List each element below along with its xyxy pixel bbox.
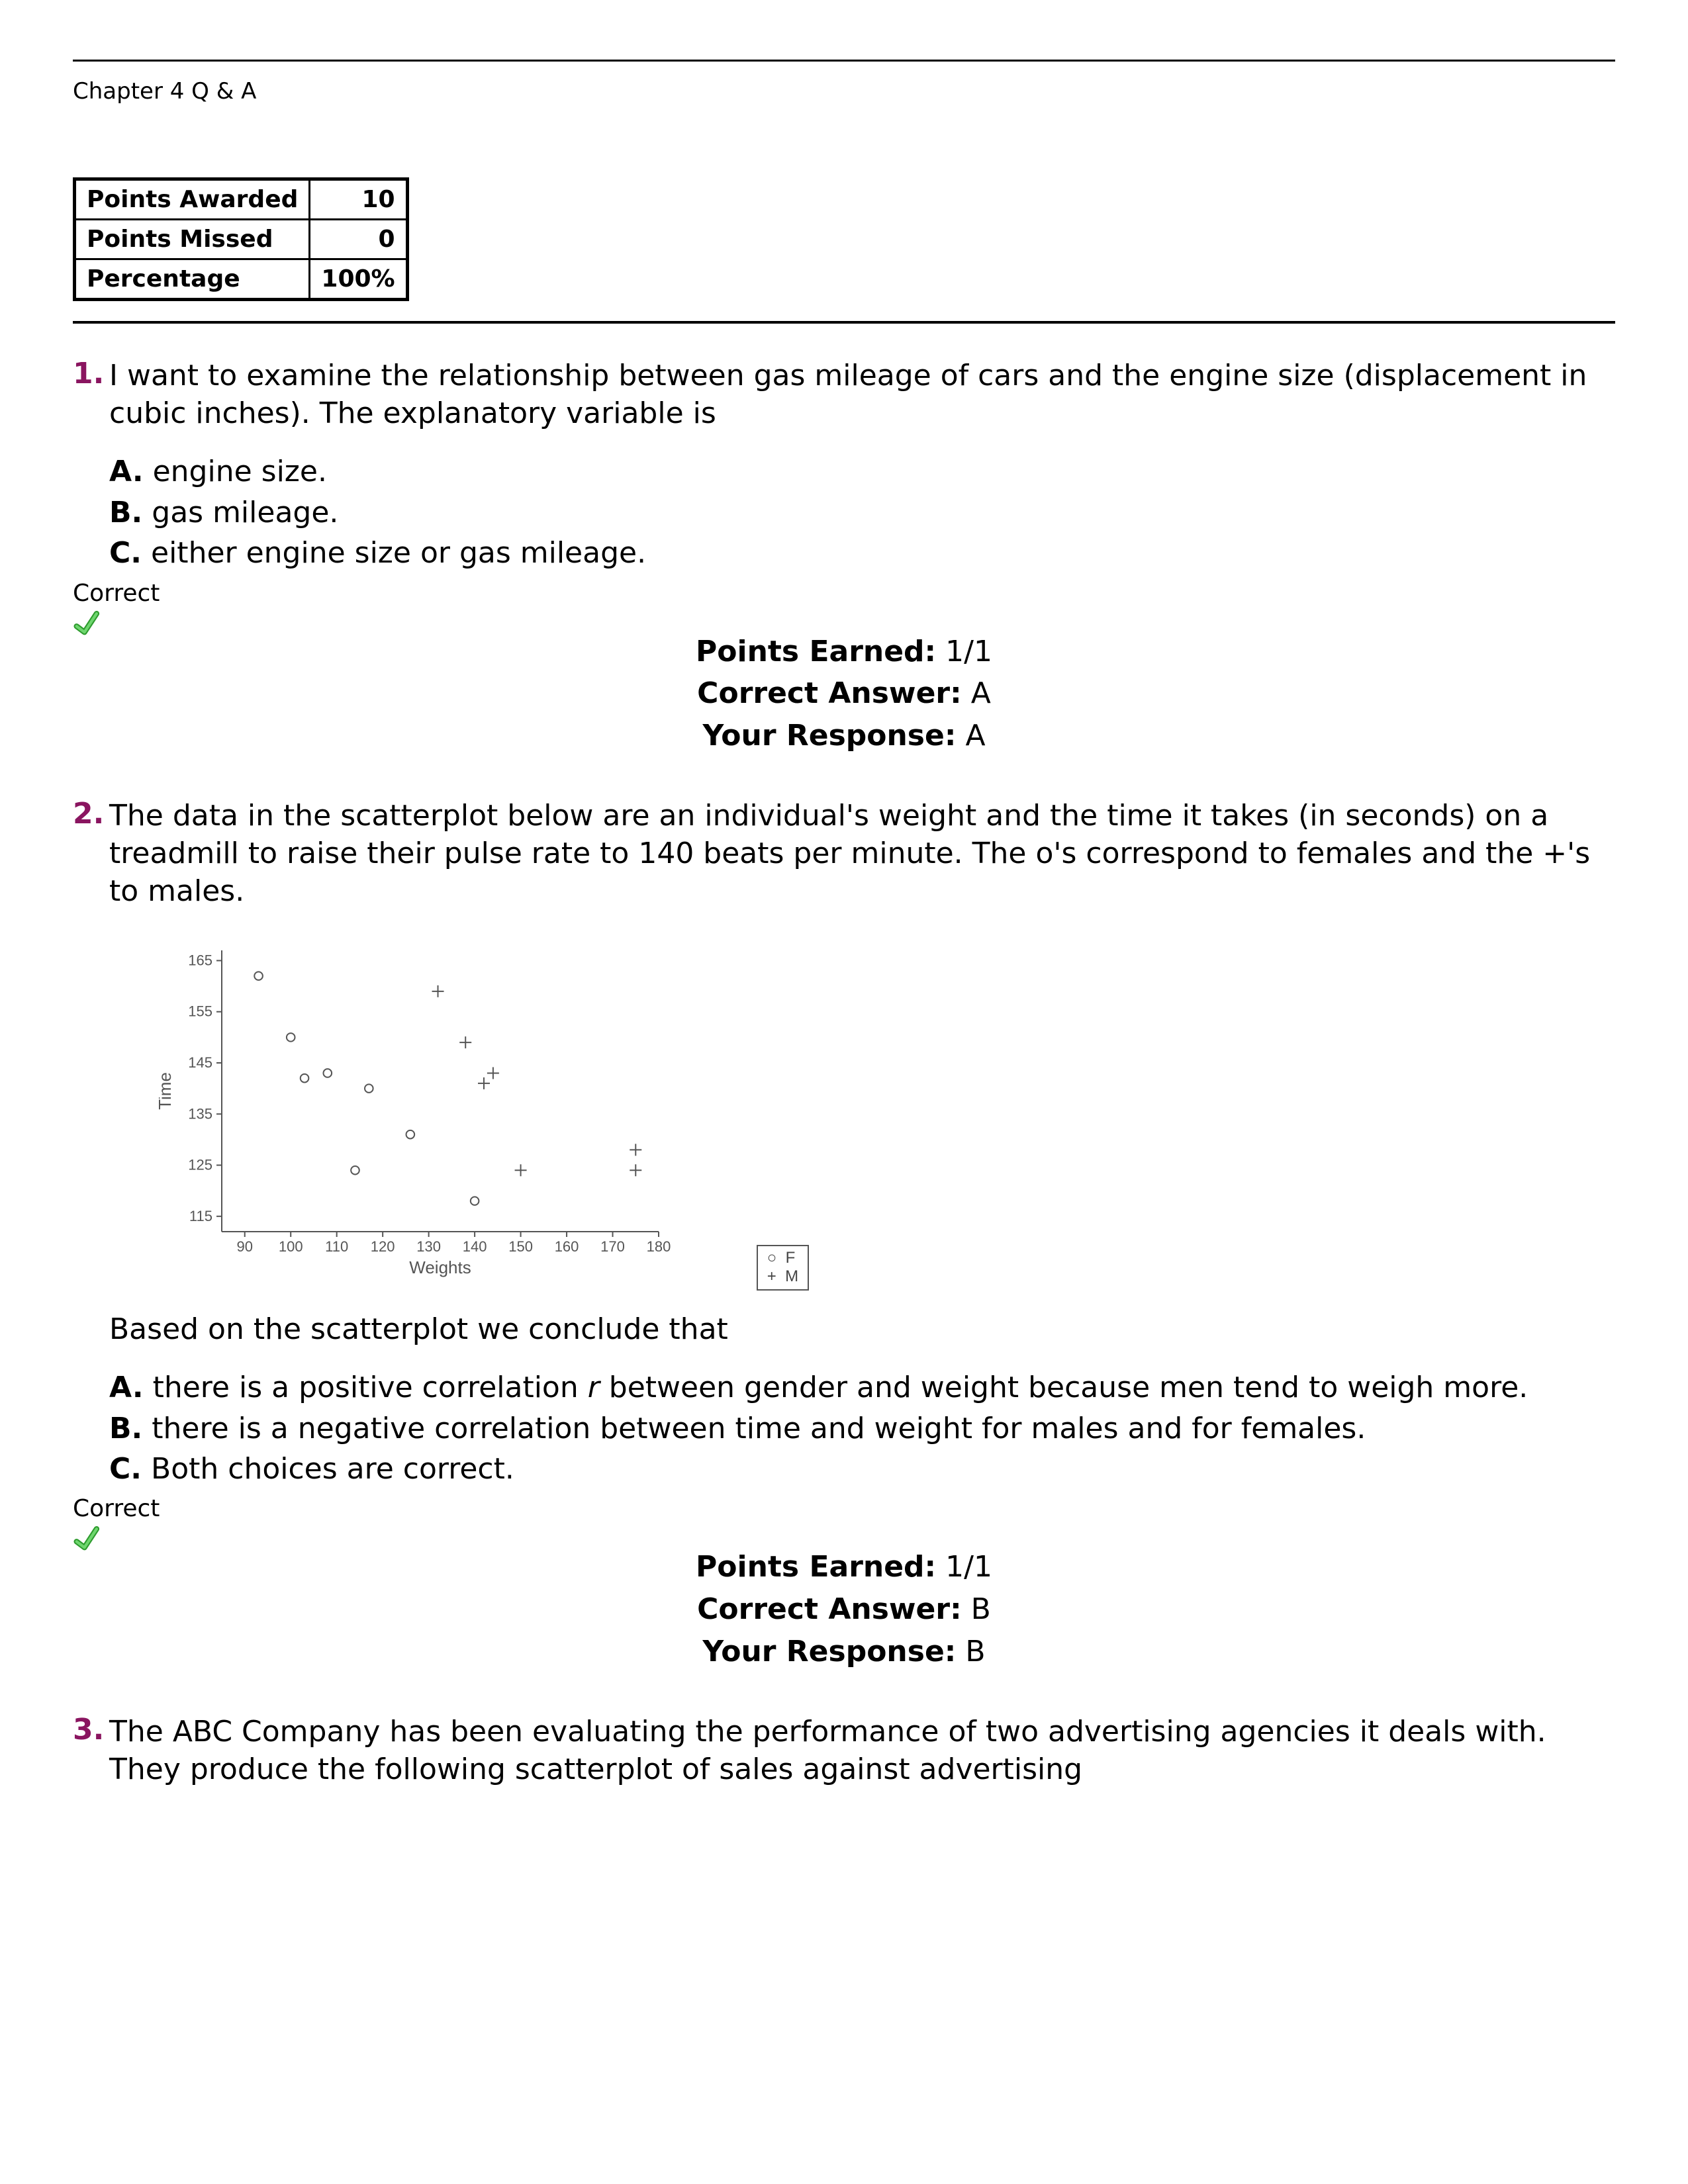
choice-letter: B. (109, 1409, 142, 1448)
question-2: 2. The data in the scatterplot below are… (73, 797, 1615, 1560)
choice-a: A. engine size. (109, 452, 1615, 491)
choice-text: there is a positive correlation r betwee… (153, 1368, 1615, 1407)
question-number: 2. (73, 797, 109, 831)
choice-text: either engine size or gas mileage. (151, 533, 1615, 572)
choice-letter: A. (109, 452, 144, 491)
choice-b: B. there is a negative correlation betwe… (109, 1409, 1615, 1448)
svg-text:140: 140 (463, 1238, 487, 1255)
checkmark-icon (71, 1524, 102, 1555)
your-response-value: B (965, 1635, 985, 1668)
svg-text:Weights: Weights (409, 1257, 471, 1277)
correct-answer-value: B (971, 1592, 991, 1626)
table-row: Percentage 100% (75, 259, 408, 300)
table-row: Points Missed 0 (75, 220, 408, 259)
question-text: The data in the scatterplot below are an… (109, 797, 1615, 911)
choice-letter: A. (109, 1368, 144, 1407)
choice-b: B. gas mileage. (109, 493, 1615, 532)
svg-text:Time: Time (159, 1072, 175, 1110)
percentage-value: 100% (310, 259, 407, 300)
choice-text: engine size. (153, 452, 1615, 491)
points-summary-table: Points Awarded 10 Points Missed 0 Percen… (73, 177, 409, 301)
page-header: Chapter 4 Q & A (73, 78, 1615, 105)
correct-answer-value: A (971, 676, 991, 710)
section-rule (73, 321, 1615, 324)
question-text: The ABC Company has been evaluating the … (109, 1713, 1615, 1788)
choice-text: gas mileage. (152, 493, 1615, 532)
percentage-label: Percentage (75, 259, 310, 300)
svg-text:115: 115 (189, 1207, 212, 1224)
legend-label-m: M (785, 1267, 798, 1285)
checkmark-icon (71, 608, 102, 639)
svg-text:180: 180 (647, 1238, 671, 1255)
choice-text: there is a negative correlation between … (152, 1409, 1615, 1448)
points-missed-value: 0 (310, 220, 407, 259)
question-followup: Based on the scatterplot we conclude tha… (109, 1310, 1615, 1348)
status-label: Correct (73, 580, 1615, 607)
your-response-value: A (965, 719, 985, 752)
top-rule (73, 60, 1615, 62)
question-1: 1. I want to examine the relationship be… (73, 357, 1615, 644)
svg-text:170: 170 (600, 1238, 625, 1255)
your-response-label: Your Response: (702, 719, 956, 752)
svg-text:165: 165 (188, 952, 212, 968)
correct-answer-label: Correct Answer: (697, 676, 962, 710)
choice-letter: B. (109, 493, 142, 532)
svg-text:130: 130 (416, 1238, 441, 1255)
points-earned-value: 1/1 (945, 1550, 992, 1584)
correct-answer-label: Correct Answer: (697, 1592, 962, 1626)
svg-text:135: 135 (188, 1105, 212, 1122)
choice-letter: C. (109, 533, 142, 572)
svg-text:145: 145 (188, 1054, 212, 1071)
your-response-label: Your Response: (702, 1635, 956, 1668)
points-missed-label: Points Missed (75, 220, 310, 259)
choice-c: C. either engine size or gas mileage. (109, 533, 1615, 572)
question-text: I want to examine the relationship betwe… (109, 357, 1615, 432)
legend-symbol-m: + (767, 1267, 776, 1285)
points-earned-label: Points Earned: (696, 635, 936, 668)
question-3: 3. The ABC Company has been evaluating t… (73, 1713, 1615, 1788)
choice-letter: C. (109, 1449, 142, 1488)
table-row: Points Awarded 10 (75, 179, 408, 220)
svg-text:155: 155 (188, 1003, 212, 1019)
svg-text:150: 150 (508, 1238, 533, 1255)
status-label: Correct (73, 1495, 1615, 1522)
svg-text:125: 125 (188, 1156, 212, 1173)
question-number: 3. (73, 1713, 109, 1747)
svg-text:120: 120 (371, 1238, 395, 1255)
points-earned-value: 1/1 (945, 635, 992, 668)
question-number: 1. (73, 357, 109, 390)
svg-text:100: 100 (279, 1238, 303, 1255)
legend-symbol-f: ○ (767, 1249, 777, 1267)
scatter-legend: ○ F + M (757, 1245, 809, 1291)
choice-c: C. Both choices are correct. (109, 1449, 1615, 1488)
points-awarded-label: Points Awarded (75, 179, 310, 220)
svg-text:110: 110 (325, 1238, 348, 1255)
scatterplot: 115 125 135 145 155 165 90 100 110 120 130 140 150 16… (159, 937, 1615, 1291)
result-block: Points Earned: 1/1 Correct Answer: B You… (73, 1546, 1615, 1672)
result-block: Points Earned: 1/1 Correct Answer: A You… (73, 631, 1615, 757)
legend-label-f: F (786, 1249, 796, 1267)
choice-a: A. there is a positive correlation r bet… (109, 1368, 1615, 1407)
points-awarded-value: 10 (310, 179, 407, 220)
points-earned-label: Points Earned: (696, 1550, 936, 1584)
svg-text:160: 160 (555, 1238, 579, 1255)
choice-text: Both choices are correct. (151, 1449, 1615, 1488)
svg-text:90: 90 (236, 1238, 252, 1255)
